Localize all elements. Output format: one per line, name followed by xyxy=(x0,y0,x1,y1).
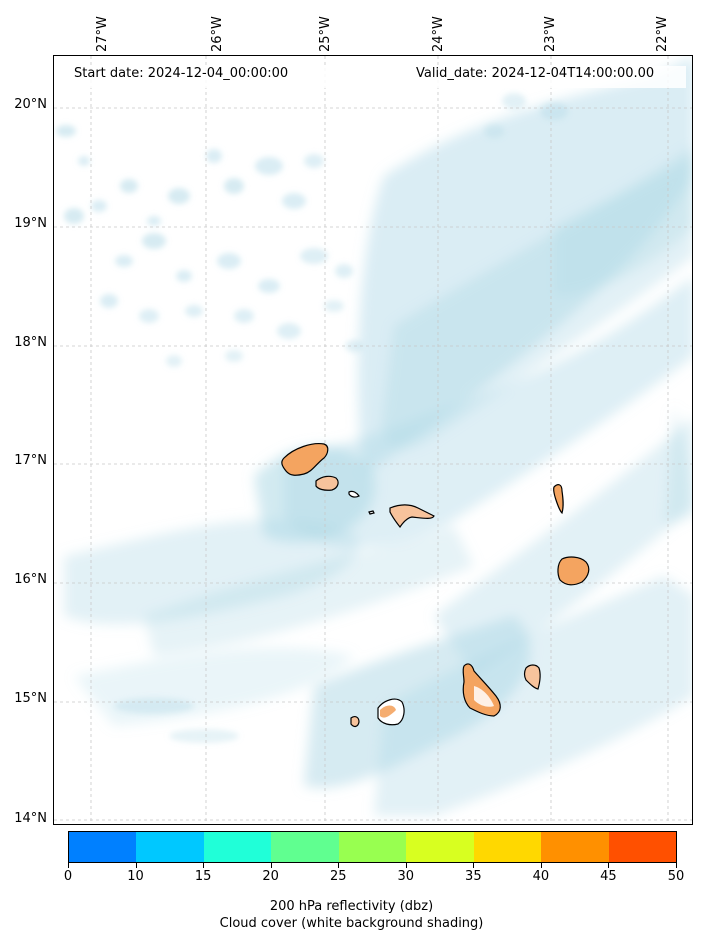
colorbar-tick-label: 20 xyxy=(262,869,279,884)
valid-date-label: Valid_date: 2024-12-04T14:00:00.00 xyxy=(416,66,655,81)
colorbar-segment-5 xyxy=(406,832,474,862)
colorbar-tick-mark xyxy=(338,863,340,868)
colorbar-sublabel: Cloud cover (white background shading) xyxy=(219,916,484,931)
colorbar-segment-4 xyxy=(338,832,407,862)
map-canvas xyxy=(54,56,692,824)
colorbar-tick-label: 40 xyxy=(532,869,550,884)
colorbar-tick-label: 50 xyxy=(667,869,685,884)
island-ilheu-branco xyxy=(368,510,375,515)
start-date-label: Start date: 2024-12-04_00:00:00 xyxy=(74,66,289,81)
colorbar-tick-label: 45 xyxy=(600,869,617,884)
lon-label-22w: 22°W xyxy=(655,16,670,52)
lon-label-26w: 26°W xyxy=(210,16,225,52)
island-sao-vicente xyxy=(315,475,339,491)
lat-label-17n: 17°N xyxy=(14,453,47,468)
lat-label-16n: 16°N xyxy=(14,572,47,587)
lon-label-25w: 25°W xyxy=(318,16,333,52)
island-brava xyxy=(350,716,360,728)
colorbar-segment-7 xyxy=(541,832,609,862)
colorbar-tick-mark xyxy=(676,863,677,868)
island-santo-antao xyxy=(281,443,329,476)
cloud-cover-shading xyxy=(56,57,692,816)
graticule xyxy=(54,56,692,824)
island-sal xyxy=(553,484,564,515)
island-maio xyxy=(523,664,541,690)
colorbar-segment-8 xyxy=(608,832,676,862)
colorbar-segment-2 xyxy=(203,832,272,862)
islands xyxy=(281,443,590,728)
colorbar-tick-label: 15 xyxy=(194,869,212,884)
colorbar-tick-label: 35 xyxy=(465,869,482,884)
lon-label-27w: 27°W xyxy=(95,16,110,52)
colorbar-tick-mark xyxy=(270,863,272,868)
lat-label-18n: 18°N xyxy=(14,335,47,350)
island-santa-luzia xyxy=(348,490,360,498)
map-panel xyxy=(53,55,693,825)
colorbar-tick-label: 25 xyxy=(329,869,347,884)
colorbar-segment-0 xyxy=(69,832,137,862)
reflectivity-colorbar xyxy=(68,831,677,863)
lon-label-24w: 24°W xyxy=(431,16,446,52)
colorbar-tick-mark xyxy=(540,863,542,868)
colorbar-tick-label: 0 xyxy=(63,869,73,884)
colorbar-tick-mark xyxy=(405,863,407,868)
colorbar-tick-label: 10 xyxy=(127,869,144,884)
colorbar-tick-label: 30 xyxy=(397,869,415,884)
island-sao-nicolau xyxy=(389,504,435,529)
colorbar-label: 200 hPa reflectivity (dbz) xyxy=(269,899,434,914)
lat-label-19n: 19°N xyxy=(14,216,47,231)
colorbar-segment-6 xyxy=(473,832,542,862)
colorbar-tick-mark xyxy=(68,863,69,868)
lat-label-14n: 14°N xyxy=(14,811,47,826)
colorbar-tick-mark xyxy=(608,863,610,868)
colorbar-segment-1 xyxy=(136,832,204,862)
lat-label-20n: 20°N xyxy=(14,97,47,112)
island-boa-vista xyxy=(557,556,590,586)
colorbar-tick-mark xyxy=(135,863,137,868)
colorbar-segment-3 xyxy=(271,832,339,862)
colorbar-tick-mark xyxy=(473,863,475,868)
lat-label-15n: 15°N xyxy=(14,691,47,706)
colorbar-tick-mark xyxy=(203,863,205,868)
lon-label-23w: 23°W xyxy=(543,16,558,52)
